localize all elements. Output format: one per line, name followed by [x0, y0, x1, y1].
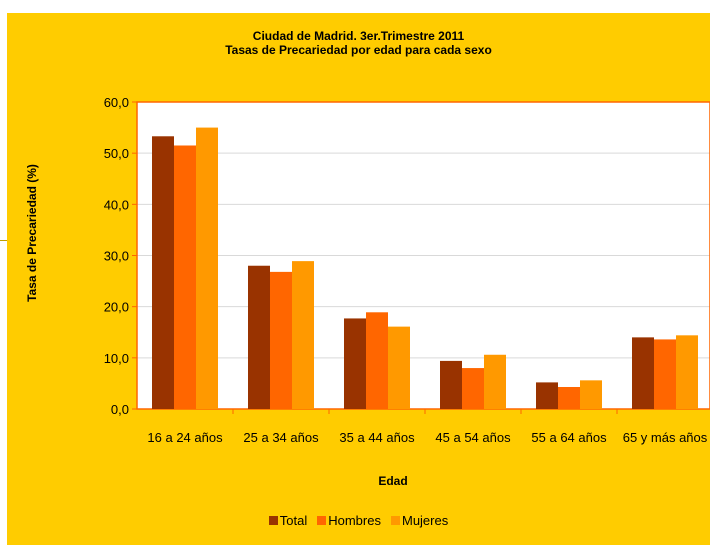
bar-hombres — [270, 271, 292, 409]
bar-hombres — [174, 145, 196, 409]
x-tick-label: 45 a 54 años — [435, 430, 511, 445]
y-tick-label: 10,0 — [104, 351, 129, 366]
x-tick-label: 65 y más años — [623, 430, 708, 445]
legend-swatch — [390, 516, 400, 525]
page-edge-line — [0, 240, 7, 241]
bar-total — [632, 337, 654, 409]
x-tick-label: 16 a 24 años — [147, 430, 223, 445]
y-tick-label: 20,0 — [104, 300, 129, 315]
bar-mujeres — [484, 354, 506, 409]
legend-swatch — [268, 516, 278, 525]
y-axis-title: Tasa de Precariedad (%) — [25, 164, 39, 302]
legend-label: Mujeres — [401, 513, 449, 528]
bar-mujeres — [580, 380, 602, 409]
bar-mujeres — [292, 261, 314, 409]
y-tick-label: 50,0 — [104, 146, 129, 161]
legend-item: Hombres — [317, 513, 381, 528]
bar-mujeres — [196, 127, 218, 409]
plot-border — [136, 101, 710, 410]
bar-hombres — [462, 368, 484, 409]
bar-total — [536, 382, 558, 409]
bar-hombres — [654, 339, 676, 409]
bar-hombres — [366, 312, 388, 409]
legend: Total Hombres Mujeres — [7, 513, 710, 528]
chart-title: Ciudad de Madrid. 3er.Trimestre 2011 — [252, 29, 465, 43]
bar-total — [440, 360, 462, 409]
bar-mujeres — [388, 326, 410, 409]
chart-subtitle: Tasas de Precariedad por edad para cada … — [225, 43, 492, 57]
bar-total — [344, 318, 366, 409]
legend-swatch — [317, 516, 327, 525]
chart-title-block: Ciudad de Madrid. 3er.Trimestre 2011 Tas… — [7, 29, 710, 57]
legend-label: Total — [279, 513, 308, 528]
legend-item: Mujeres — [390, 513, 449, 528]
x-axis-title: Edad — [378, 474, 407, 488]
bar-hombres — [558, 386, 580, 409]
y-tick-label: 40,0 — [104, 197, 129, 212]
x-tick-label: 55 a 64 años — [531, 430, 607, 445]
bar-total — [248, 265, 270, 409]
y-tick-label: 60,0 — [104, 95, 129, 110]
x-tick-label: 25 a 34 años — [243, 430, 319, 445]
bar-total — [152, 136, 174, 409]
y-tick-label: 0,0 — [111, 402, 129, 417]
legend-item: Total — [268, 513, 308, 528]
x-tick-label: 35 a 44 años — [339, 430, 415, 445]
y-tick-label: 30,0 — [104, 249, 129, 264]
bar-mujeres — [676, 335, 698, 409]
legend-label: Hombres — [328, 513, 381, 528]
